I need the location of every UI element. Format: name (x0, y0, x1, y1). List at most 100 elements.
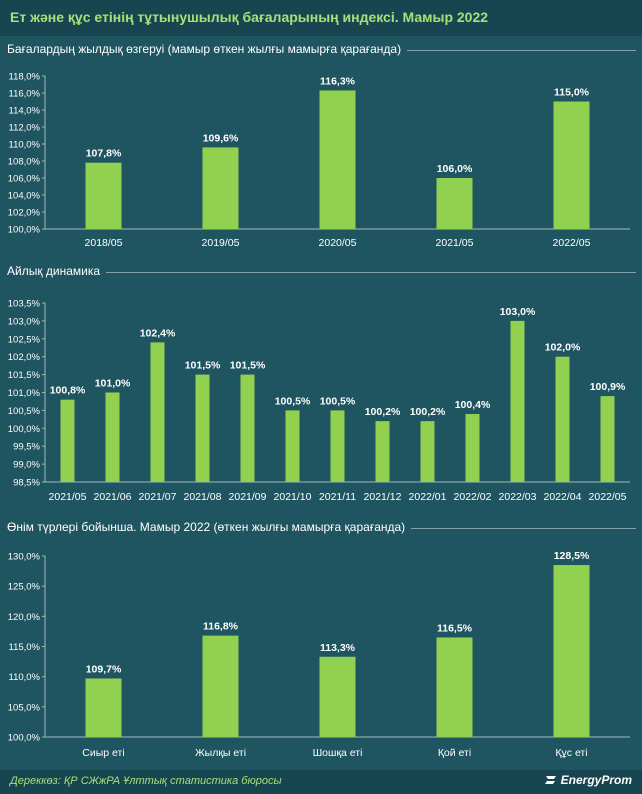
y-tick-label: 116,0% (8, 89, 40, 100)
y-tick-label: 100,5% (8, 406, 41, 417)
y-tick-label: 105,0% (8, 702, 41, 713)
y-tick-label: 110,0% (8, 140, 40, 151)
bar-products (85, 678, 122, 737)
bar-value-label: 100,8% (50, 385, 86, 397)
source-note: Дереккөз: ҚР СЖжРА Ұлттық статистика бюр… (10, 775, 282, 787)
x-category-label: 2018/05 (85, 237, 123, 249)
bar-monthly (375, 421, 390, 482)
y-tick-label: 104,0% (8, 191, 41, 202)
y-tick-label: 102,0% (8, 208, 41, 219)
y-tick-label: 130,0% (8, 552, 41, 563)
y-tick-label: 114,0% (8, 106, 40, 117)
energyprom-logo-icon (544, 776, 556, 784)
x-category-label: 2022/05 (553, 237, 591, 249)
chart-products-section: Өнім түрлері бойынша. Мамыр 2022 (өткен … (0, 520, 642, 766)
bar-value-label: 115,0% (554, 87, 590, 99)
x-category-label: 2021/07 (139, 491, 177, 503)
y-tick-label: 115,0% (8, 642, 40, 653)
y-tick-label: 102,0% (8, 352, 41, 363)
y-tick-label: 101,0% (8, 388, 41, 399)
bar-monthly (600, 396, 615, 482)
bar-products (202, 635, 239, 737)
y-tick-label: 99,0% (13, 460, 40, 471)
chart-products-title: Өнім түрлері бойынша. Мамыр 2022 (өткен … (7, 520, 412, 534)
bar-annual (553, 101, 590, 229)
x-category-label: 2021/12 (364, 491, 402, 503)
bar-products (553, 565, 590, 737)
y-tick-label: 106,0% (8, 174, 41, 185)
y-tick-label: 99,5% (13, 442, 40, 453)
bar-monthly (510, 320, 525, 482)
x-category-label: 2019/05 (202, 237, 240, 249)
bar-monthly (60, 399, 75, 482)
bar-value-label: 116,5% (437, 622, 473, 634)
x-category-label: 2021/09 (229, 491, 267, 503)
chart-products: 100,0% 105,0% 110,0% 115,0% 120,0% 125,0% 130,… (8, 550, 630, 759)
bar-monthly (285, 410, 300, 482)
brand-name: EnergyProm (560, 773, 632, 787)
chart-monthly-title: Айлық динамика (7, 264, 107, 278)
bar-monthly (105, 392, 120, 482)
bar-monthly (420, 421, 435, 482)
x-category-label: 2022/01 (409, 491, 447, 503)
y-tick-label: 118,0% (8, 72, 40, 83)
bar-monthly (330, 410, 345, 482)
footer: Дереккөз: ҚР СЖжРА Ұлттық статистика бюр… (0, 770, 642, 794)
x-category-label: 2022/05 (589, 491, 627, 503)
x-category-label: 2022/02 (454, 491, 492, 503)
x-category-label: 2022/03 (499, 491, 537, 503)
x-category-label: 2021/10 (274, 491, 312, 503)
bar-monthly (240, 374, 255, 482)
bar-value-label: 101,5% (185, 360, 221, 372)
bar-products (319, 656, 356, 737)
y-tick-label: 108,0% (8, 157, 41, 168)
chart-monthly: 98,5% 99,0% 99,5% 100,0% 100,5% 101,0% 101,5% 1… (8, 299, 630, 503)
bar-value-label: 102,4% (140, 327, 176, 339)
y-tick-label: 125,0% (8, 582, 41, 593)
bar-value-label: 128,5% (554, 550, 590, 562)
y-tick-label: 103,0% (8, 316, 41, 327)
y-tick-label: 112,0% (8, 123, 40, 134)
chart-annual-header: Бағалардың жылдық өзгеруі (мамыр өткен ж… (7, 42, 642, 60)
y-tick-label: 102,5% (8, 334, 41, 345)
chart-products-header: Өнім түрлері бойынша. Мамыр 2022 (өткен … (7, 520, 642, 538)
bar-value-label: 107,8% (86, 148, 122, 160)
x-category-label: 2021/11 (319, 491, 356, 503)
bar-value-label: 106,0% (437, 163, 473, 175)
bar-products (436, 637, 473, 737)
bar-value-label: 100,5% (320, 395, 356, 407)
y-tick-label: 101,5% (8, 370, 41, 381)
bar-value-label: 102,0% (545, 342, 581, 354)
bar-value-label: 101,0% (95, 378, 131, 390)
x-category-label: Қой еті (438, 747, 471, 759)
x-category-label: 2020/05 (319, 237, 357, 249)
bar-value-label: 109,6% (203, 132, 239, 144)
chart-annual: 100,0% 102,0% 104,0% 106,0% 108,0% 110,0% 112,… (8, 72, 630, 249)
bar-annual (319, 90, 356, 229)
x-category-label: 2021/06 (94, 491, 132, 503)
y-tick-label: 110,0% (8, 672, 40, 683)
bar-monthly (195, 374, 210, 482)
bar-value-label: 109,7% (86, 663, 122, 675)
x-category-label: 2021/05 (436, 237, 474, 249)
bar-value-label: 100,2% (410, 406, 446, 418)
bar-value-label: 100,2% (365, 406, 401, 418)
bar-monthly (465, 413, 480, 482)
x-category-label: 2021/05 (49, 491, 87, 503)
chart-monthly-section: Айлық динамика (0, 264, 642, 514)
y-tick-label: 98,5% (13, 478, 40, 489)
bar-value-label: 116,8% (203, 621, 239, 633)
y-tick-label: 100,0% (8, 225, 41, 236)
bar-annual (436, 178, 473, 229)
chart-monthly-rule (7, 272, 636, 273)
y-tick-label: 103,5% (8, 299, 41, 310)
y-tick-label: 120,0% (8, 612, 41, 623)
chart-annual-title: Бағалардың жылдық өзгеруі (мамыр өткен ж… (7, 42, 408, 56)
bar-annual (85, 162, 122, 229)
x-category-label: Жылқы еті (195, 747, 246, 759)
x-category-label: 2021/08 (184, 491, 222, 503)
title-bar: Ет және құс етінің тұтынушылық бағаларын… (0, 0, 642, 36)
x-category-label: Құс еті (555, 747, 587, 759)
x-category-label: Сиыр еті (82, 747, 124, 759)
bar-value-label: 116,3% (320, 75, 356, 87)
